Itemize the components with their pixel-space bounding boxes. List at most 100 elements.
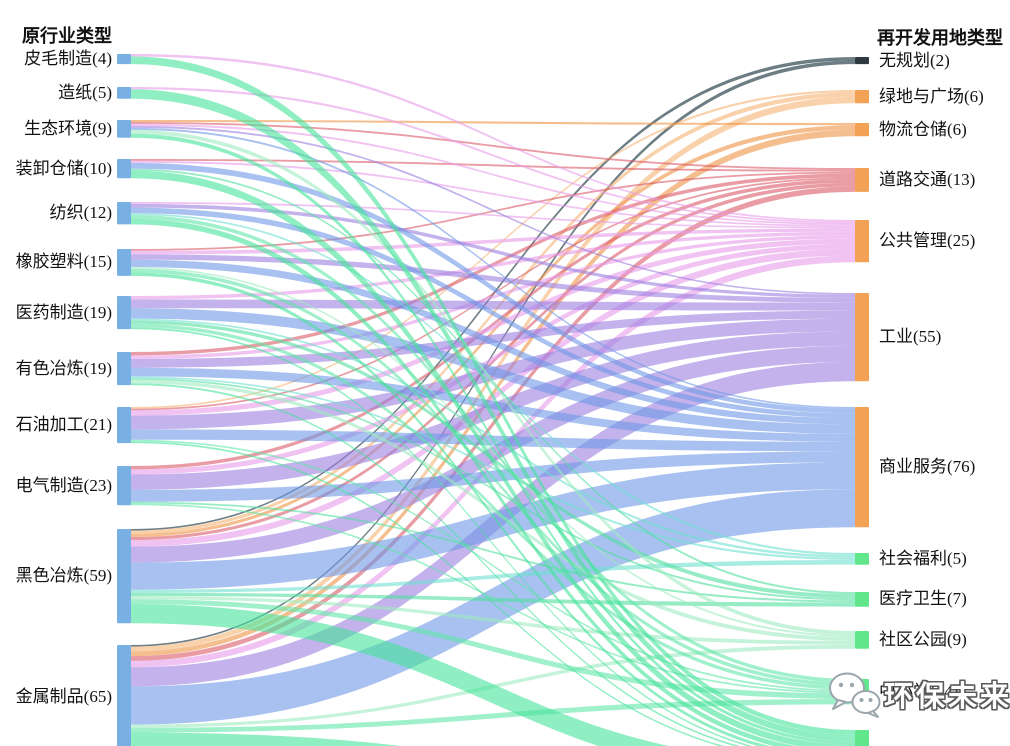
sankey-node-right <box>855 407 869 528</box>
sankey-flow <box>131 501 855 603</box>
sankey-node-left <box>117 120 131 138</box>
sankey-node-left <box>117 249 131 276</box>
sankey-flow <box>131 120 855 126</box>
sankey-flow <box>131 60 855 647</box>
sankey-flow <box>131 179 855 470</box>
sankey-node-right <box>855 90 869 104</box>
sankey-flow <box>131 604 670 746</box>
sankey-node-right <box>855 293 869 382</box>
left-node-label: 金属制品(65) <box>15 686 112 706</box>
left-node-label: 石油加工(21) <box>15 415 112 435</box>
sankey-flow <box>131 207 855 419</box>
sankey-node-left <box>117 645 131 746</box>
watermark: 环保未来 <box>826 670 1010 718</box>
sankey-node-left <box>117 407 131 444</box>
right-node-label: 绿地与广场(6) <box>879 86 984 106</box>
sankey-flow <box>131 299 855 311</box>
sankey-flow <box>131 268 855 687</box>
sankey-flow <box>131 186 855 661</box>
left-node-label: 生态环境(9) <box>24 118 112 138</box>
sankey-flow <box>131 133 855 745</box>
right-node-label: 道路交通(13) <box>879 169 976 189</box>
sankey-node-left <box>117 296 131 330</box>
sankey-flow <box>131 503 855 694</box>
sankey-flow <box>131 177 855 411</box>
sankey-node-right <box>855 220 869 263</box>
left-node-label: 黑色冶炼(59) <box>15 566 112 586</box>
watermark-text: 环保未来 <box>884 681 1010 713</box>
wechat-logo-icon <box>829 672 881 718</box>
sankey-flow <box>131 87 855 224</box>
sankey-flow <box>131 202 855 229</box>
sankey-node-left <box>117 202 131 225</box>
sankey-flow <box>131 160 855 227</box>
sankey-node-left <box>117 54 131 65</box>
sankey-flow <box>131 462 855 590</box>
right-node-label: 中小学(14) <box>879 681 959 701</box>
sankey-flow <box>131 345 855 563</box>
sankey-flow <box>131 89 855 742</box>
sankey-node-left <box>117 529 131 624</box>
sankey-node-left <box>117 352 131 386</box>
sankey-flow <box>131 170 855 746</box>
sankey-flow <box>131 231 855 300</box>
left-node-label: 装卸仓储(10) <box>15 158 112 178</box>
sankey-flow <box>131 596 855 645</box>
left-node-label: 医药制造(19) <box>15 302 112 322</box>
left-node-label: 纺织(12) <box>49 203 112 223</box>
left-node-label: 电气制造(23) <box>15 475 112 495</box>
sankey-node-right <box>855 123 869 137</box>
right-column-header: 再开发用地类型 <box>877 28 1003 48</box>
sankey-node-right <box>855 57 869 65</box>
sankey-node-left <box>117 159 131 179</box>
left-column-header: 原行业类型 <box>22 26 112 46</box>
left-node-label: 有色冶炼(19) <box>15 358 112 378</box>
sankey-flow <box>131 599 855 699</box>
sankey-node-right <box>855 168 869 192</box>
right-node-label: 无规划(2) <box>879 50 950 70</box>
right-node-label: 商业服务(76) <box>879 457 976 477</box>
sankey-flow <box>131 215 855 683</box>
sankey-flow <box>131 235 855 359</box>
sankey-node-left <box>117 466 131 506</box>
sankey-flow <box>131 259 855 425</box>
sankey-flow <box>131 122 855 170</box>
sankey-flow <box>131 125 855 537</box>
sankey-flow <box>131 379 855 641</box>
sankey-flow <box>131 243 855 475</box>
sankey-flow <box>131 56 855 735</box>
sankey-flow <box>131 238 855 416</box>
left-node-label: 造纸(5) <box>58 82 112 102</box>
sankey-flow <box>131 331 855 490</box>
right-node-label: 社区公园(9) <box>879 629 967 649</box>
right-node-label: 物流仓储(6) <box>879 119 967 139</box>
sankey-flow <box>131 203 855 298</box>
sankey-flow <box>131 732 402 746</box>
right-node-label: 医疗卫生(7) <box>879 589 967 609</box>
sankey-flow <box>131 308 855 434</box>
sankey-node-right <box>855 553 869 565</box>
sankey-flow <box>131 127 855 409</box>
sankey-flow <box>131 376 855 560</box>
sankey-flow <box>131 254 855 303</box>
left-node-label: 皮毛制造(4) <box>24 49 112 69</box>
sankey-flow <box>131 560 855 593</box>
sankey-flow <box>131 267 855 637</box>
sankey-flow <box>131 323 855 690</box>
sankey-node-right <box>855 592 869 607</box>
sankey-node-right <box>855 730 869 746</box>
sankey-node-right <box>855 631 869 649</box>
sankey-flow <box>131 592 855 607</box>
sankey-flow <box>131 159 855 172</box>
sankey-flow <box>131 54 855 222</box>
sankey-flow <box>131 162 855 414</box>
sankey-flow <box>131 367 855 442</box>
right-node-label: 公共管理(25) <box>879 231 976 251</box>
right-node-label: 社会福利(5) <box>879 548 967 568</box>
sankey-flow <box>131 439 855 692</box>
sankey-flow <box>131 129 855 635</box>
sankey-flow <box>131 123 855 226</box>
sankey-flow <box>131 129 855 657</box>
sankey-flow <box>131 228 855 255</box>
